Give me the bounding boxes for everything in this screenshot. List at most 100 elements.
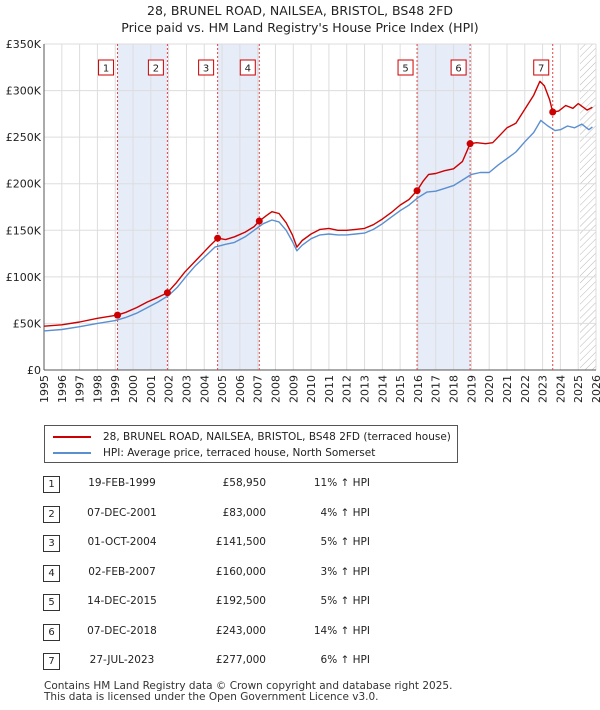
sale-label-text: 2 xyxy=(153,64,159,75)
y-tick-label: £250K xyxy=(6,131,42,144)
sale-label-box xyxy=(450,59,467,76)
x-tick-label: 2021 xyxy=(501,375,514,403)
sale-price: £83,000 xyxy=(222,507,266,519)
hpi-line xyxy=(43,119,593,332)
x-tick-label: 2023 xyxy=(537,375,550,403)
x-tick-label: 2020 xyxy=(483,375,496,403)
x-tick-label: 1998 xyxy=(91,375,104,403)
sale-point xyxy=(549,108,557,116)
x-tick-label: 2018 xyxy=(448,375,461,403)
table-row: 7 27-JUL-2023 £277,000 6% ↑ HPI xyxy=(0,647,600,675)
x-tick-label: 2014 xyxy=(376,375,389,403)
sale-label-text: 4 xyxy=(245,64,251,75)
price-chart: £0 £50K £100K £150K £200K £250K £300K £350K 1995… xyxy=(6,38,600,403)
legend-item-property: 28, BRUNEL ROAD, NAILSEA, BRISTOL, BS48 … xyxy=(53,430,451,444)
sale-hpi-diff: 4% ↑ HPI xyxy=(320,507,370,519)
sale-number-badge: 6 xyxy=(43,624,60,641)
chart-title: 28, BRUNEL ROAD, NAILSEA, BRISTOL, BS48 … xyxy=(0,2,600,36)
x-tick-label: 2007 xyxy=(252,375,265,403)
sale-number-badge: 7 xyxy=(43,653,60,670)
table-row: 6 07-DEC-2018 £243,000 14% ↑ HPI xyxy=(0,618,600,646)
x-tick-label: 2015 xyxy=(394,375,407,403)
x-tick-label: 2000 xyxy=(127,375,140,403)
sale-price: £141,500 xyxy=(215,536,266,548)
sale-hpi-diff: 6% ↑ HPI xyxy=(320,654,370,666)
x-tick-label: 2004 xyxy=(198,375,211,403)
table-row: 1 19-FEB-1999 £58,950 11% ↑ HPI xyxy=(0,470,600,498)
ownership-band xyxy=(117,44,168,370)
table-row: 4 02-FEB-2007 £160,000 3% ↑ HPI xyxy=(0,559,600,587)
x-tick-label: 2006 xyxy=(234,375,247,403)
x-tick-label: 2008 xyxy=(269,375,282,403)
sale-label-text: 5 xyxy=(402,64,408,75)
x-tick-label: 2003 xyxy=(180,375,193,403)
x-tick-label: 2010 xyxy=(305,375,318,403)
sale-point xyxy=(255,217,263,225)
x-tick-label: 2016 xyxy=(412,375,425,403)
y-tick-label: £350K xyxy=(6,38,42,51)
footer-line1: Contains HM Land Registry data © Crown c… xyxy=(44,680,453,692)
sale-hpi-diff: 14% ↑ HPI xyxy=(313,625,370,637)
x-tick-label: 1996 xyxy=(56,375,69,403)
table-row: 2 07-DEC-2001 £83,000 4% ↑ HPI xyxy=(0,500,600,528)
sale-date: 02-FEB-2007 xyxy=(88,566,156,578)
table-row: 5 14-DEC-2015 £192,500 5% ↑ HPI xyxy=(0,588,600,616)
chart-title-line2: Price paid vs. HM Land Registry's House … xyxy=(121,20,479,35)
chart-legend: 28, BRUNEL ROAD, NAILSEA, BRISTOL, BS48 … xyxy=(44,425,458,463)
sale-hpi-diff: 5% ↑ HPI xyxy=(320,595,370,607)
sale-date: 07-DEC-2018 xyxy=(87,625,157,637)
sale-point xyxy=(413,187,421,195)
sale-date: 01-OCT-2004 xyxy=(87,536,157,548)
sale-label-box xyxy=(239,59,256,76)
x-tick-label: 2025 xyxy=(572,375,585,403)
legend-label-property: 28, BRUNEL ROAD, NAILSEA, BRISTOL, BS48 … xyxy=(103,431,451,443)
legend-item-hpi: HPI: Average price, terraced house, Nort… xyxy=(53,446,375,460)
sale-number-badge: 5 xyxy=(43,594,60,611)
sale-number-badge: 1 xyxy=(43,476,60,493)
sale-point xyxy=(114,311,122,319)
y-tick-label: £100K xyxy=(6,271,42,284)
sale-point xyxy=(466,140,474,148)
footer-attribution: Contains HM Land Registry data © Crown c… xyxy=(44,681,452,703)
sale-date: 07-DEC-2001 xyxy=(87,507,157,519)
x-tick-label: 2017 xyxy=(430,375,443,403)
property-price-line xyxy=(43,80,593,327)
sale-label-text: 7 xyxy=(538,64,544,75)
sale-number-badge: 4 xyxy=(43,565,60,582)
sale-label-box xyxy=(533,59,550,76)
table-row: 3 01-OCT-2004 £141,500 5% ↑ HPI xyxy=(0,529,600,557)
x-tick-label: 2019 xyxy=(465,375,478,403)
sale-date: 19-FEB-1999 xyxy=(88,477,156,489)
sale-label-box xyxy=(98,59,115,76)
x-tick-label: 2011 xyxy=(323,375,336,403)
sale-number-badge: 3 xyxy=(43,535,60,552)
legend-swatch-hpi xyxy=(53,452,91,454)
sale-label-box xyxy=(198,59,215,76)
x-tick-label: 1995 xyxy=(38,375,51,403)
y-tick-label: £0 xyxy=(27,364,41,377)
sale-price: £243,000 xyxy=(215,625,266,637)
sale-date: 27-JUL-2023 xyxy=(89,654,155,666)
x-tick-label: 2024 xyxy=(554,375,567,403)
chart-title-line1: 28, BRUNEL ROAD, NAILSEA, BRISTOL, BS48 … xyxy=(147,3,453,18)
y-tick-label: £150K xyxy=(6,224,42,237)
x-tick-label: 2009 xyxy=(287,375,300,403)
x-tick-label: 1999 xyxy=(109,375,122,403)
sale-price: £192,500 xyxy=(215,595,266,607)
legend-label-hpi: HPI: Average price, terraced house, Nort… xyxy=(103,447,376,459)
x-tick-label: 2002 xyxy=(163,375,176,403)
x-tick-label: 2012 xyxy=(341,375,354,403)
sale-label-box xyxy=(147,59,164,76)
y-tick-label: £50K xyxy=(13,317,42,330)
ownership-band xyxy=(417,44,471,370)
sale-number-badge: 2 xyxy=(43,506,60,523)
ownership-band xyxy=(217,44,260,370)
sale-date: 14-DEC-2015 xyxy=(87,595,157,607)
sale-label-text: 6 xyxy=(455,64,461,75)
sale-hpi-diff: 3% ↑ HPI xyxy=(320,566,370,578)
y-tick-label: £300K xyxy=(6,85,42,98)
sale-point xyxy=(163,289,171,297)
sale-label-box xyxy=(397,59,414,76)
sale-label-text: 3 xyxy=(203,64,209,75)
sale-price: £58,950 xyxy=(222,477,266,489)
